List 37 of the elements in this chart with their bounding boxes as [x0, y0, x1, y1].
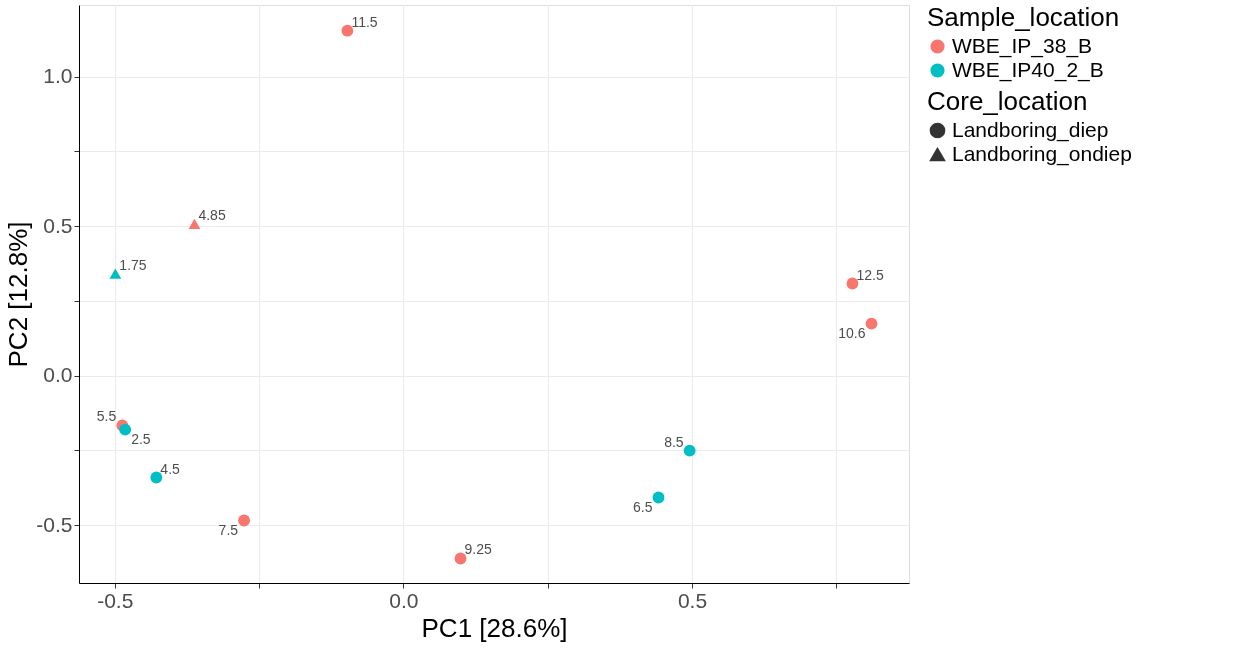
y-tick-label: 0.0 — [43, 363, 73, 387]
x-axis-title: PC1 [28.6%] — [421, 612, 568, 643]
point — [454, 552, 467, 565]
annotation: 4.85 — [198, 206, 226, 223]
y-axis-title: PC2 [12.8%] — [3, 221, 34, 368]
point — [188, 218, 201, 229]
annotation: 9.25 — [464, 541, 492, 558]
legend-label: Landboring_diep — [952, 117, 1109, 142]
annotation: 1.75 — [119, 256, 147, 273]
legend-label: Landboring_ondiep — [952, 141, 1132, 166]
point — [341, 24, 354, 37]
point — [109, 268, 122, 279]
x-tick-label: 0.0 — [389, 588, 419, 612]
legend-label: WBE_IP_38_B — [952, 33, 1093, 58]
point — [238, 514, 250, 527]
legend-label: WBE_IP40_2_B — [952, 57, 1104, 82]
annotation: 4.5 — [160, 460, 181, 477]
x-tick-label: 0.5 — [677, 588, 708, 612]
annotation: 10.6 — [838, 324, 866, 341]
y-tick-label: 0.5 — [43, 213, 73, 237]
point — [865, 317, 878, 330]
annotation: 12.5 — [856, 266, 884, 283]
point — [846, 277, 859, 290]
text: Sample_location — [927, 2, 1120, 32]
annotation: 8.5 — [664, 433, 684, 450]
point — [683, 444, 696, 457]
annotation: 2.5 — [131, 430, 151, 447]
annotation: 5.5 — [96, 408, 117, 425]
point — [119, 423, 132, 436]
y-tick-label: 1.0 — [43, 64, 73, 88]
annotation: 11.5 — [351, 13, 378, 30]
text: Core_location — [927, 86, 1088, 116]
annotation: 7.5 — [218, 521, 239, 538]
x-tick-label: -0.5 — [97, 588, 134, 612]
y-tick-label: -0.5 — [36, 512, 73, 536]
annotation: 6.5 — [633, 498, 653, 515]
point — [652, 491, 665, 504]
